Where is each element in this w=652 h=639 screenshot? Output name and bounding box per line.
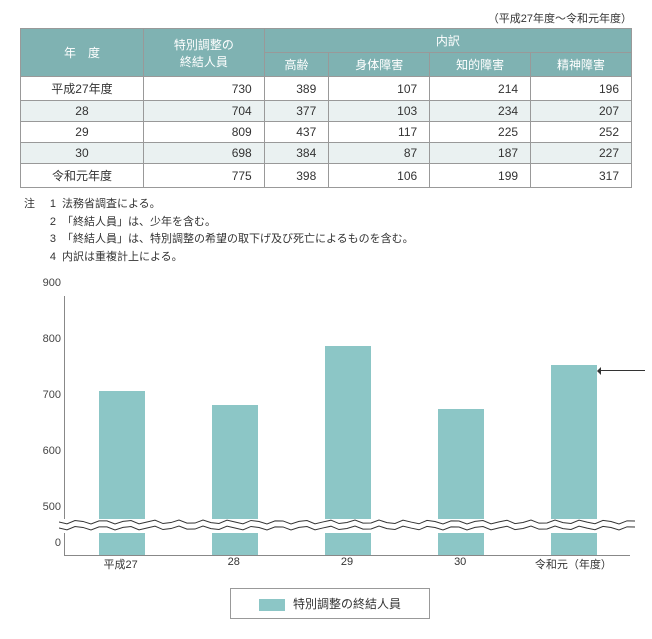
x-label: 29 — [341, 556, 353, 568]
footnotes: 注1法務省調査による。2「終結人員」は、少年を含む。3「終結人員」は、特別調整の… — [24, 196, 632, 266]
period-range: （平成27年度～令和元年度） — [20, 10, 632, 26]
bar-chart: 0500600700800900775 平成27282930令和元（年度） 特別… — [30, 296, 630, 619]
table-row: 28704377103234207 — [21, 101, 632, 122]
table-row: 令和元年度775398106199317 — [21, 164, 632, 188]
table-row: 平成27年度730389107214196 — [21, 77, 632, 101]
x-label: 令和元（年度） — [535, 556, 612, 572]
col-breakdown: 内訳 — [264, 29, 631, 53]
col-year: 年 度 — [21, 29, 144, 77]
legend-swatch — [259, 599, 285, 611]
y-tick: 600 — [31, 445, 61, 457]
axis-break — [59, 519, 636, 533]
col-知的障害: 知的障害 — [430, 53, 531, 77]
y-tick: 800 — [31, 333, 61, 345]
x-label: 平成27 — [103, 556, 137, 572]
col-身体障害: 身体障害 — [329, 53, 430, 77]
x-label: 28 — [228, 556, 240, 568]
data-table: 年 度 特別調整の終結人員 内訳 高齢身体障害知的障害精神障害 平成27年度73… — [20, 28, 632, 188]
col-高齢: 高齢 — [264, 53, 329, 77]
chart-legend: 特別調整の終結人員 — [230, 588, 430, 619]
x-label: 30 — [454, 556, 466, 568]
y-tick: 500 — [31, 501, 61, 513]
y-tick: 700 — [31, 389, 61, 401]
legend-label: 特別調整の終結人員 — [293, 597, 401, 611]
col-精神障害: 精神障害 — [531, 53, 632, 77]
callout-arrow — [599, 370, 645, 371]
table-row: 29809437117225252 — [21, 122, 632, 143]
y-tick: 0 — [31, 537, 61, 549]
table-row: 3069838487187227 — [21, 143, 632, 164]
col-total: 特別調整の終結人員 — [143, 29, 264, 77]
y-tick: 900 — [31, 277, 61, 289]
